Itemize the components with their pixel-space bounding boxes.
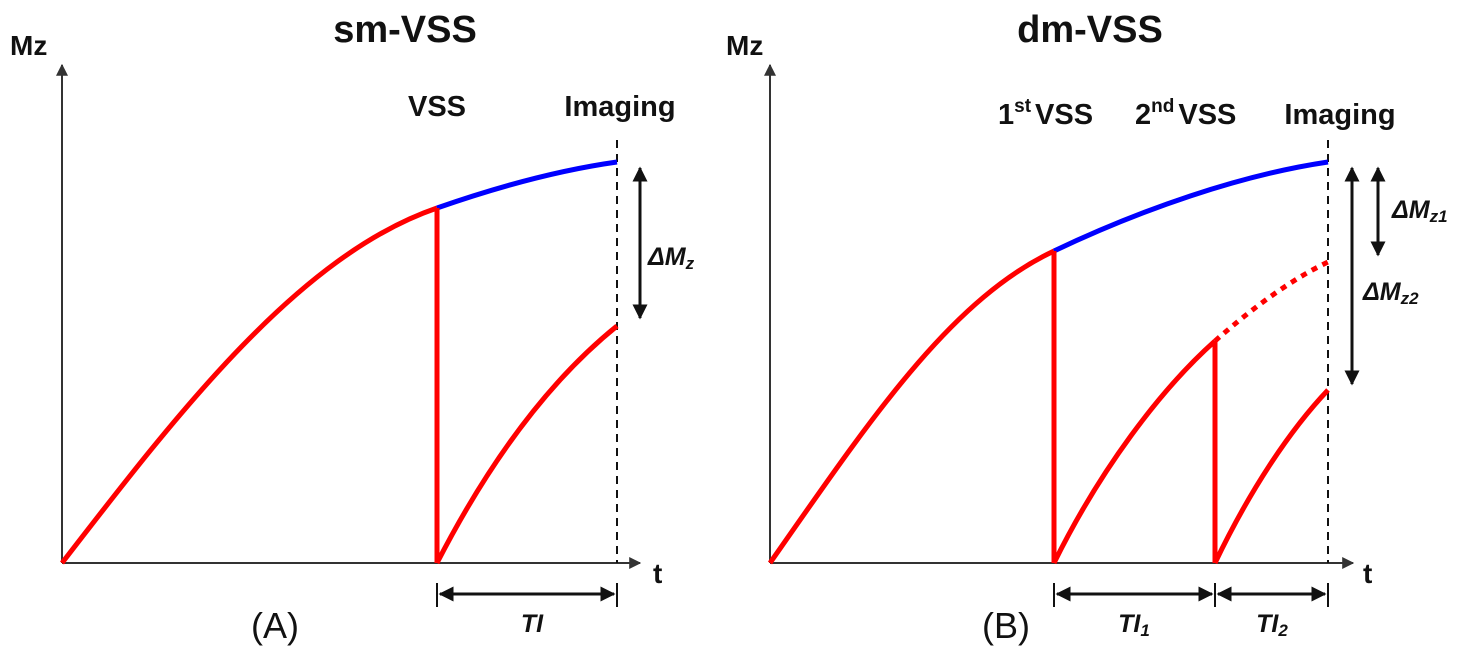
panel-b-y-axis-label: Mz [726,30,763,61]
panel-b-imaging-label: Imaging [1284,99,1395,131]
panel-b-no-second-vss-curve [1213,259,1330,343]
panel-b-initial-recovery-curve [767,248,1056,565]
panel-b-x-axis-label: t [1363,558,1372,589]
panel-a: sm-VSS Mz t VSS Imaging ΔMz TI (A) [10,9,695,646]
panel-a-label: (A) [251,605,299,646]
panel-b-first-vss-label: 1st VSS [998,96,1093,131]
panel-a-y-axis-label: Mz [10,30,47,61]
panel-a-imaging-label: Imaging [564,91,675,123]
panel-b-second-vss-label: 2nd VSS [1135,96,1236,131]
panel-b-post-second-vss-curve [1212,388,1330,565]
panel-b-between-vss-curve [1051,339,1217,565]
panel-b-title: dm-VSS [1017,9,1163,51]
panel-b-label: (B) [982,605,1030,646]
panel-b-delta-mz1-label: ΔMz1 [1391,196,1448,226]
panel-b: dm-VSS Mz t 1st VSS 2nd VSS Imaging ΔMz1 [726,9,1448,646]
panel-a-post-vss-curve [434,324,619,565]
panel-a-ti-label: TI [521,610,544,638]
panel-b-ti2-label: TI2 [1256,610,1288,640]
panel-a-title: sm-VSS [333,9,477,51]
panel-b-control-curve [1052,159,1329,254]
panel-a-control-curve [436,159,618,211]
panel-b-delta-mz2-label: ΔMz2 [1362,278,1419,308]
panel-b-ti1-label: TI1 [1118,610,1150,640]
panel-a-initial-recovery-curve [60,205,438,565]
panel-a-vss-label: VSS [408,91,466,123]
panel-a-x-axis-label: t [653,558,662,589]
panel-a-delta-mz-label: ΔMz [647,243,695,273]
